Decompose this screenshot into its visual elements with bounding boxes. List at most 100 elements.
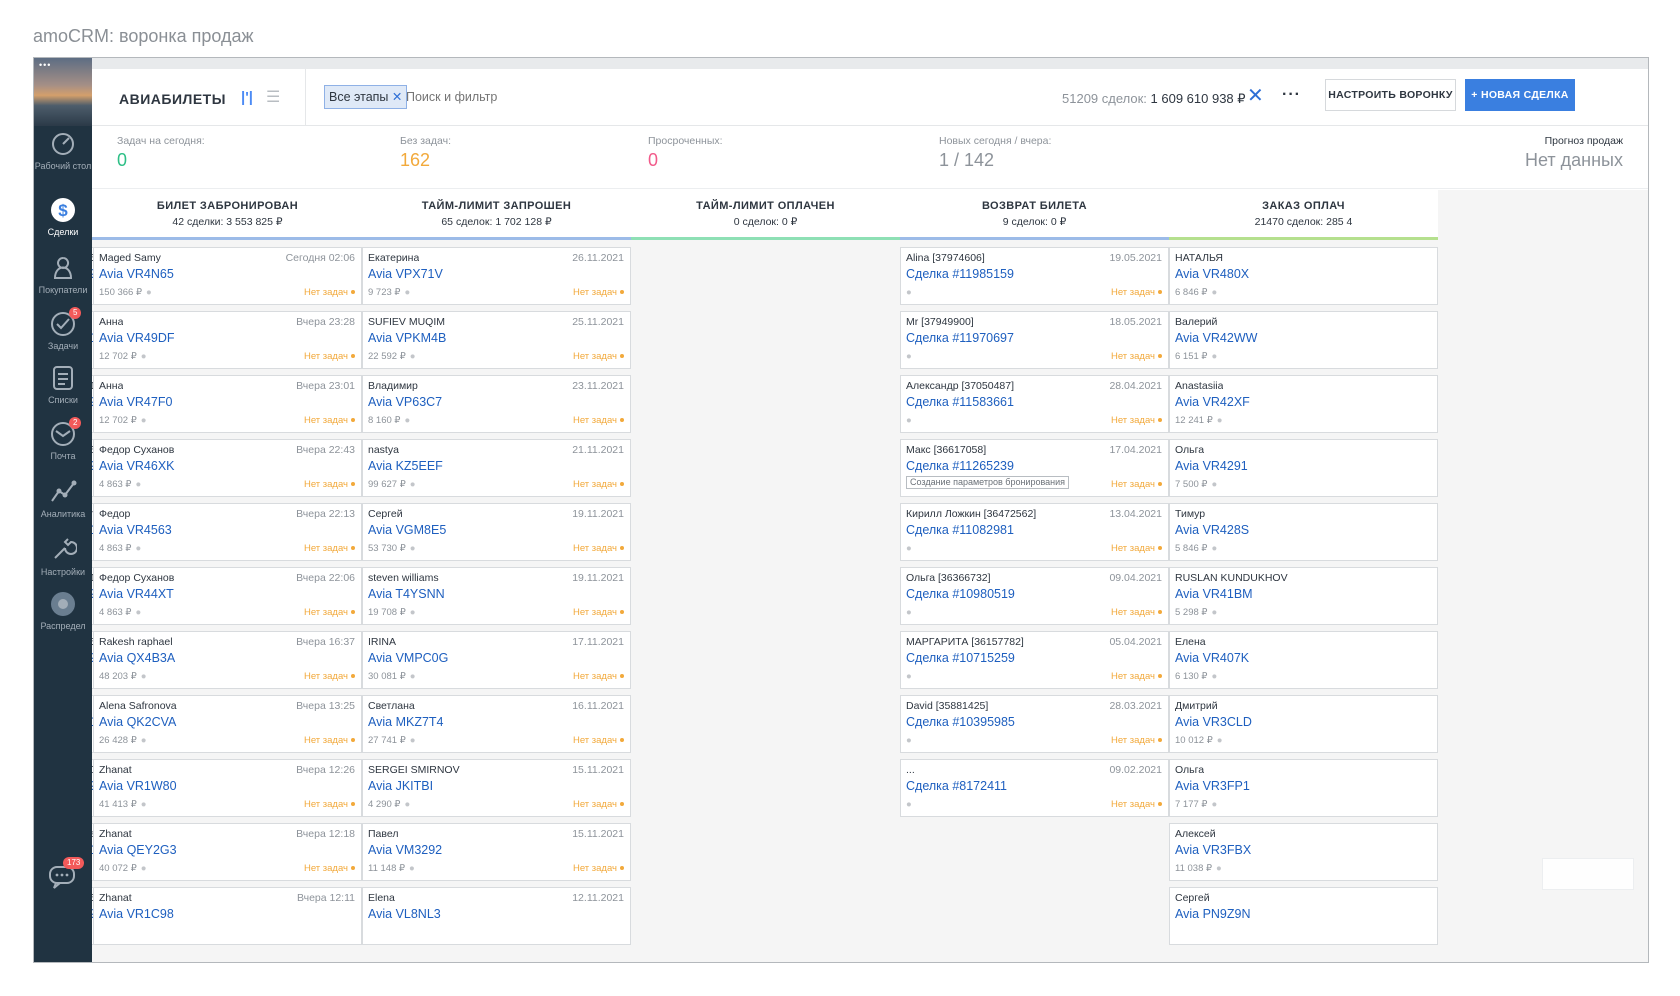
list-view-icon[interactable]: ☰: [266, 89, 281, 106]
deal-link[interactable]: Avia VR1W80: [99, 779, 177, 793]
deal-card[interactable]: Валерий Avia VR42WW 6 151 ₽ ●: [1169, 311, 1438, 369]
deal-card[interactable]: Rakesh raphael Вчера 16:37 Avia QX4B3A 48 2…: [93, 631, 362, 689]
sidebar-item-tasks[interactable]: Задачи 5: [34, 307, 92, 351]
user-avatar[interactable]: •••: [34, 58, 92, 126]
deal-card[interactable]: SERGEI SMIRNOV 15.11.2021 Avia JKITBI 4 290…: [362, 759, 631, 817]
card-tag[interactable]: Создание параметров бронирования: [906, 476, 1070, 489]
column-header[interactable]: БИЛЕТ ЗАБРОНИРОВАН 42 сделки: 3 553 825 ₽: [93, 190, 362, 240]
deal-link[interactable]: Avia QEY2G3: [99, 843, 177, 857]
kanban-view-icon[interactable]: |'|: [241, 89, 253, 106]
deal-link[interactable]: Avia VM3292: [368, 843, 443, 857]
deal-link[interactable]: Сделка #11265239: [906, 459, 1014, 473]
column-header[interactable]: ЗАКАЗ ОПЛАЧ 21470 сделок: 285 4: [1169, 190, 1438, 240]
deal-card[interactable]: Дмитрий Avia VR3CLD 10 012 ₽ ●: [1169, 695, 1438, 753]
deal-card[interactable]: Федор Вчера 22:13 Avia VR4563 4 863 ₽ ● Нет з…: [93, 503, 362, 561]
deal-card[interactable]: Ольга Avia VR4291 7 500 ₽ ●: [1169, 439, 1438, 497]
deal-link[interactable]: Avia VR47F0: [99, 395, 173, 409]
deal-card[interactable]: ... 09.02.2021 Сделка #8172411 ● Нет задач: [900, 759, 1169, 817]
stat-overdue[interactable]: Просроченных: 0: [648, 135, 723, 171]
deal-card[interactable]: Сергей 19.11.2021 Avia VGM8E5 53 730 ₽ ● Нет …: [362, 503, 631, 561]
stage-filter-chip[interactable]: Все этапы ✕: [324, 85, 408, 109]
no-tasks-label[interactable]: Нет задач: [304, 287, 355, 298]
deal-card[interactable]: Федор Суханов Вчера 22:06 Avia VR44XT 4 863…: [93, 567, 362, 625]
no-tasks-label[interactable]: Нет задач: [573, 351, 624, 362]
no-tasks-label[interactable]: Нет задач: [304, 351, 355, 362]
deal-card[interactable]: Elena 12.11.2021 Avia VL8NL3: [362, 887, 631, 945]
stat-new[interactable]: Новых сегодня / вчера: 1 / 142: [939, 135, 1051, 171]
no-tasks-label[interactable]: Нет задач: [304, 671, 355, 682]
deal-card[interactable]: Ольга Avia VR3FP1 7 177 ₽ ●: [1169, 759, 1438, 817]
sidebar-item-deals[interactable]: $ Сделки: [34, 196, 92, 237]
stat-today[interactable]: Задач на сегодня: 0: [117, 135, 205, 171]
pipeline-title[interactable]: АВИАБИЛЕТЫ: [119, 91, 226, 107]
deal-card[interactable]: steven williams 19.11.2021 Avia T4YSNN 19 7…: [362, 567, 631, 625]
deal-link[interactable]: Avia VR407K: [1175, 651, 1250, 665]
deal-link[interactable]: Avia VR46XK: [99, 459, 175, 473]
deal-link[interactable]: Avia VPX71V: [368, 267, 443, 281]
deal-card[interactable]: Владимир 23.11.2021 Avia VP63C7 8 160 ₽ ● Нет…: [362, 375, 631, 433]
no-tasks-label[interactable]: Нет задач: [573, 863, 624, 874]
deal-card[interactable]: Светлана 16.11.2021 Avia MKZ7T4 27 741 ₽ ● Не…: [362, 695, 631, 753]
deal-card[interactable]: Александр [37050487] 28.04.2021 Сделка #11…: [900, 375, 1169, 433]
column-header[interactable]: ТАЙМ-ЛИМИТ ОПЛАЧЕН 0 сделок: 0 ₽: [631, 190, 900, 240]
deal-link[interactable]: Avia VR42WW: [1175, 331, 1258, 345]
deal-card[interactable]: Anastasiia Avia VR42XF 12 241 ₽ ●: [1169, 375, 1438, 433]
deal-link[interactable]: Сделка #11082981: [906, 523, 1014, 537]
no-tasks-label[interactable]: Нет задач: [304, 735, 355, 746]
remove-filter-icon[interactable]: ✕: [391, 90, 403, 104]
no-tasks-label[interactable]: Нет задач: [573, 479, 624, 490]
no-tasks-label[interactable]: Нет задач: [573, 415, 624, 426]
deal-card[interactable]: Ольга [36366732] 09.04.2021 Сделка #109805…: [900, 567, 1169, 625]
deal-link[interactable]: Avia KZ5EEF: [368, 459, 443, 473]
deal-link[interactable]: Avia VR3FP1: [1175, 779, 1250, 793]
deal-link[interactable]: Avia VR42XF: [1175, 395, 1250, 409]
deal-card[interactable]: Анна Вчера 23:01 Avia VR47F0 12 702 ₽ ● Нет з…: [93, 375, 362, 433]
no-tasks-label[interactable]: Нет задач: [1111, 671, 1162, 682]
deal-link[interactable]: Avia JKITBI: [368, 779, 434, 793]
no-tasks-label[interactable]: Нет задач: [573, 607, 624, 618]
deal-card[interactable]: Zhanat Вчера 12:18 Avia QEY2G3 40 072 ₽ ● Нет…: [93, 823, 362, 881]
deal-link[interactable]: Avia VR428S: [1175, 523, 1250, 537]
deal-link[interactable]: Avia VR49DF: [99, 331, 175, 345]
deal-link[interactable]: Avia VR4N65: [99, 267, 174, 281]
deal-card[interactable]: Alina [37974606] 19.05.2021 Сделка #119851…: [900, 247, 1169, 305]
sidebar-item-lists[interactable]: Списки: [34, 364, 92, 405]
deal-link[interactable]: Avia VR480X: [1175, 267, 1250, 281]
sidebar-item-dashboard[interactable]: Рабочий стол: [34, 130, 92, 171]
clear-filter-icon[interactable]: ✕: [1247, 85, 1264, 107]
no-tasks-label[interactable]: Нет задач: [304, 415, 355, 426]
no-tasks-label[interactable]: Нет задач: [304, 543, 355, 554]
deal-card[interactable]: Alena Safronova Вчера 13:25 Avia QK2CVA 26 …: [93, 695, 362, 753]
no-tasks-label[interactable]: Нет задач: [304, 479, 355, 490]
deal-card[interactable]: Mr [37949900] 18.05.2021 Сделка #11970697 ●…: [900, 311, 1169, 369]
no-tasks-label[interactable]: Нет задач: [573, 735, 624, 746]
stat-no-tasks[interactable]: Без задач: 162: [400, 135, 451, 171]
deal-link[interactable]: Avia T4YSNN: [368, 587, 445, 601]
deal-link[interactable]: Avia QX4B3A: [99, 651, 176, 665]
deal-card[interactable]: SUFIEV MUQIM 25.11.2021 Avia VPKM4B 22 592 …: [362, 311, 631, 369]
stat-forecast[interactable]: Прогноз продаж Нет данных: [1525, 135, 1623, 171]
no-tasks-label[interactable]: Нет задач: [1111, 415, 1162, 426]
deal-link[interactable]: Avia VPKM4B: [368, 331, 447, 345]
deal-card[interactable]: RUSLAN KUNDUKHOV Avia VR41BM 5 298 ₽ ●: [1169, 567, 1438, 625]
sidebar-item-settings[interactable]: Настройки: [34, 536, 92, 577]
new-deal-button[interactable]: + НОВАЯ СДЕЛКА: [1465, 79, 1575, 111]
deal-link[interactable]: Сделка #10980519: [906, 587, 1015, 601]
deal-card[interactable]: Алексей Avia VR3FBX 11 038 ₽ ●: [1169, 823, 1438, 881]
deal-card[interactable]: IRINA 17.11.2021 Avia VMPC0G 30 081 ₽ ● Нет з…: [362, 631, 631, 689]
no-tasks-label[interactable]: Нет задач: [304, 607, 355, 618]
more-options-button[interactable]: ···: [1282, 86, 1301, 103]
no-tasks-label[interactable]: Нет задач: [573, 543, 624, 554]
configure-pipeline-button[interactable]: НАСТРОИТЬ ВОРОНКУ: [1325, 79, 1456, 111]
sidebar-item-mail[interactable]: Почта 2: [34, 417, 92, 461]
search-input[interactable]: [406, 85, 826, 109]
deal-link[interactable]: Avia MKZ7T4: [368, 715, 444, 729]
deal-link[interactable]: Avia PN9Z9N: [1175, 907, 1251, 921]
deal-card[interactable]: nastya 21.11.2021 Avia KZ5EEF 99 627 ₽ ● Нет …: [362, 439, 631, 497]
deal-card[interactable]: Maged Samy Сегодня 02:06 Avia VR4N65 150 36…: [93, 247, 362, 305]
deal-card[interactable]: Макс [36617058] 17.04.2021 Сделка #1126523…: [900, 439, 1169, 497]
deal-card[interactable]: Анна Вчера 23:28 Avia VR49DF 12 702 ₽ ● Нет з…: [93, 311, 362, 369]
sidebar-item-analytics[interactable]: Аналитика: [34, 478, 92, 519]
no-tasks-label[interactable]: Нет задач: [573, 287, 624, 298]
deal-link[interactable]: Avia VR44XT: [99, 587, 174, 601]
